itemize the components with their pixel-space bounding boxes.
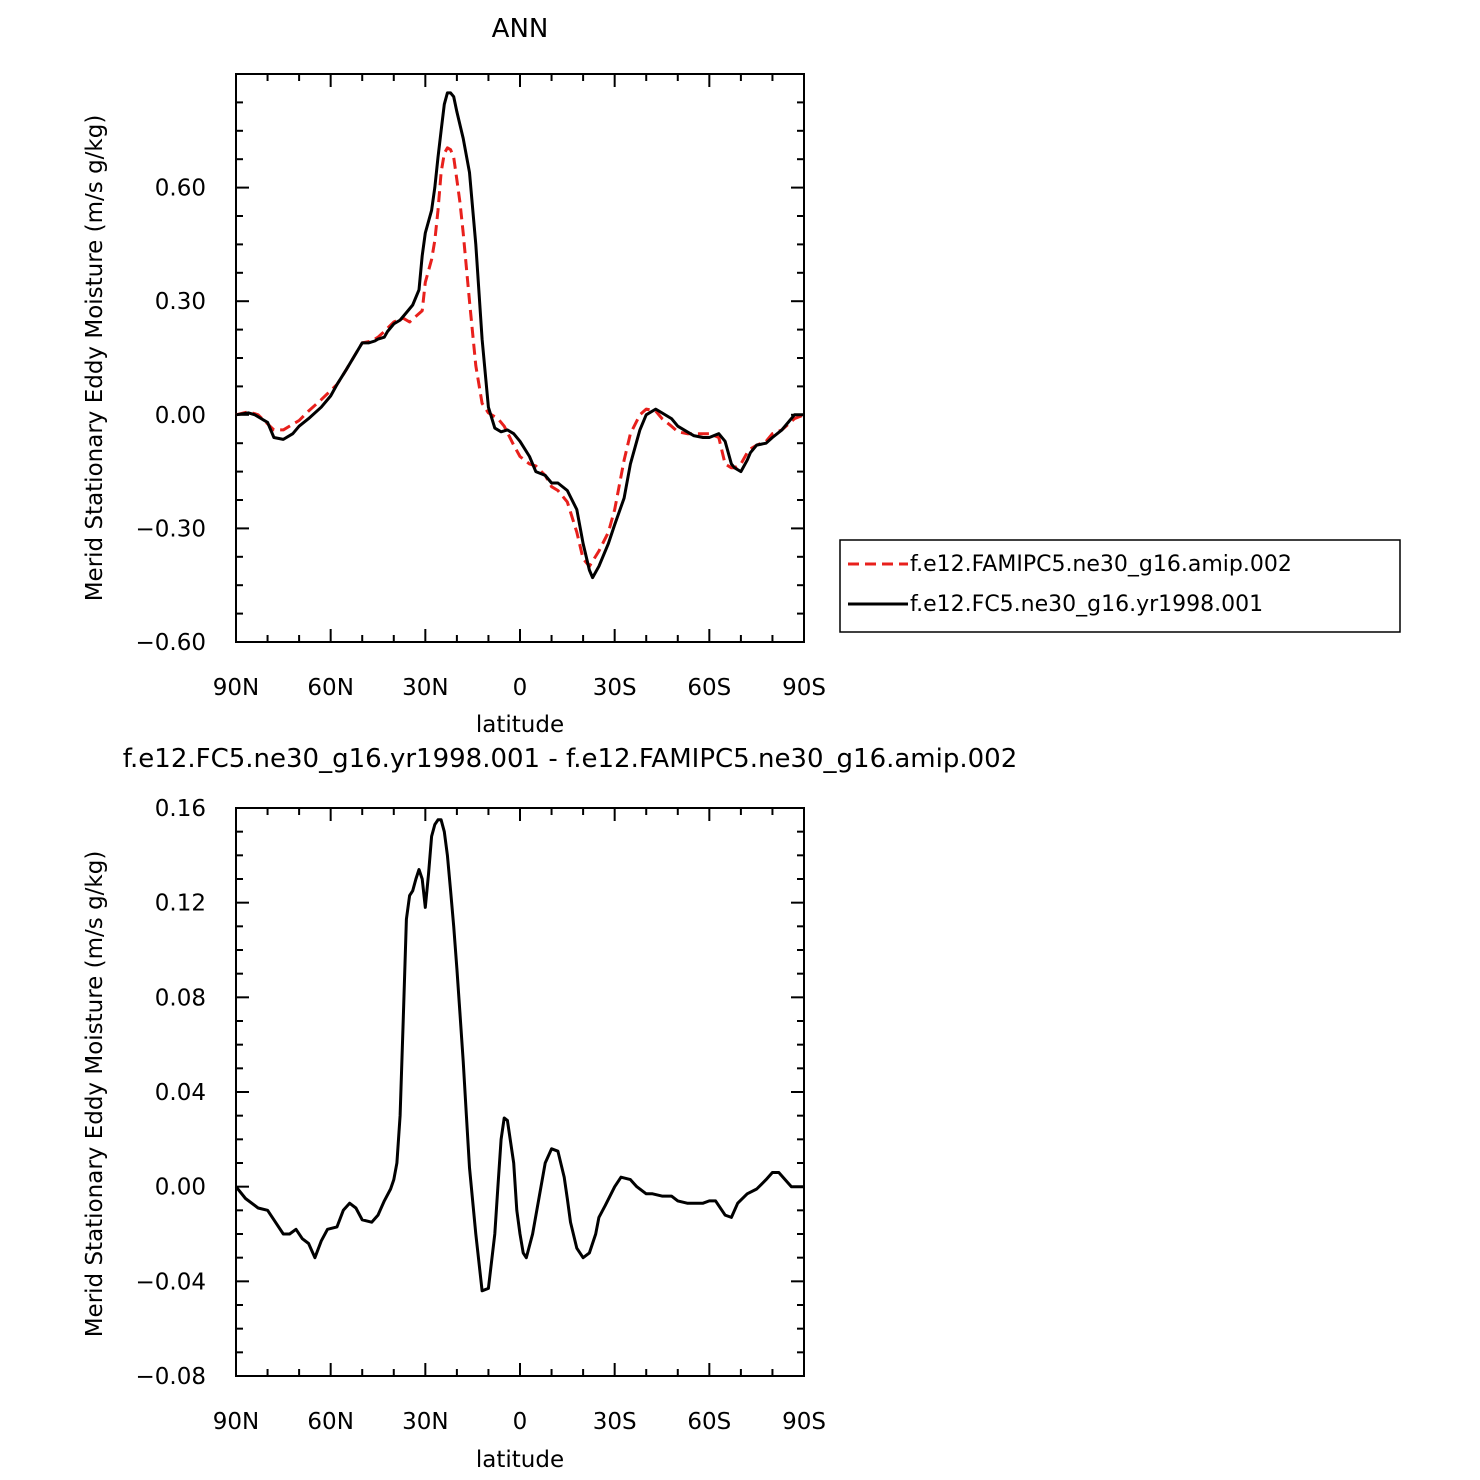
x-tick-label: 60N: [307, 675, 353, 701]
y-tick-label: 0.08: [155, 985, 206, 1011]
y-tick-label: −0.60: [136, 630, 206, 656]
x-tick-label: 30S: [593, 1409, 637, 1435]
bottom-chart-xlabel: latitude: [476, 1447, 564, 1473]
y-tick-label: 0.16: [155, 796, 206, 822]
top-plot-area: 90N 60N 30N 0 30S 60S 90S −0.60 −0.30 0.00 0.30 0.6…: [136, 73, 826, 701]
series-line-0-0: [235, 146, 805, 568]
bottom-chart-ylabel: Merid Stationary Eddy Moisture (m/s g/kg…: [82, 851, 108, 1338]
legend-label-amip: f.e12.FAMIPC5.ne30_g16.amip.002: [910, 552, 1292, 577]
legend-label-yr1998: f.e12.FC5.ne30_g16.yr1998.001: [910, 592, 1263, 617]
x-tick-label: 30S: [593, 675, 637, 701]
y-tick-label: 0.00: [155, 403, 206, 429]
y-tick-label: 0.30: [155, 289, 206, 315]
series-line-1-0: [234, 818, 804, 1293]
plot-frame: [235, 807, 805, 1377]
x-tick-label: 60S: [687, 1409, 731, 1435]
y-tick-label: 0.04: [155, 1080, 206, 1106]
top-chart: ANN Merid Stationary Eddy Moisture (m/s …: [82, 14, 1401, 738]
y-tick-label: 0.60: [155, 176, 206, 202]
x-tick-label: 90S: [782, 675, 826, 701]
y-tick-label: 0.12: [155, 891, 206, 917]
y-tick-label: −0.04: [136, 1269, 206, 1295]
x-tick-label: 30N: [402, 1409, 448, 1435]
top-chart-ylabel-wrap: Merid Stationary Eddy Moisture (m/s g/kg…: [82, 115, 108, 602]
bottom-chart-ylabel-wrap: Merid Stationary Eddy Moisture (m/s g/kg…: [82, 851, 108, 1338]
y-tick-label: −0.30: [136, 516, 206, 542]
top-chart-xlabel: latitude: [476, 712, 564, 738]
x-tick-label: 30N: [402, 675, 448, 701]
top-chart-title: ANN: [492, 14, 549, 44]
series-line-0-1: [235, 91, 804, 580]
top-chart-ylabel: Merid Stationary Eddy Moisture (m/s g/kg…: [82, 115, 108, 602]
x-tick-label: 90N: [213, 1409, 259, 1435]
bottom-chart: f.e12.FC5.ne30_g16.yr1998.001 - f.e12.FA…: [82, 744, 1017, 1473]
x-tick-label: 90S: [782, 1409, 826, 1435]
x-tick-label: 0: [513, 675, 528, 701]
legend-box: [839, 539, 1401, 633]
x-tick-label: 60S: [687, 675, 731, 701]
top-chart-legend: f.e12.FAMIPC5.ne30_g16.amip.002 f.e12.FC…: [839, 539, 1401, 633]
x-tick-label: 0: [513, 1409, 528, 1435]
plot-frame: [235, 73, 805, 643]
y-tick-label: 0.00: [155, 1175, 206, 1201]
x-tick-label: 60N: [307, 1409, 353, 1435]
y-tick-label: −0.08: [136, 1364, 206, 1390]
x-tick-label: 90N: [213, 675, 259, 701]
bottom-plot-area: 90N 60N 30N 0 30S 60S 90S −0.08 −0.04 0.00 0.04 0.0…: [136, 796, 826, 1435]
bottom-chart-title: f.e12.FC5.ne30_g16.yr1998.001 - f.e12.FA…: [123, 744, 1018, 774]
